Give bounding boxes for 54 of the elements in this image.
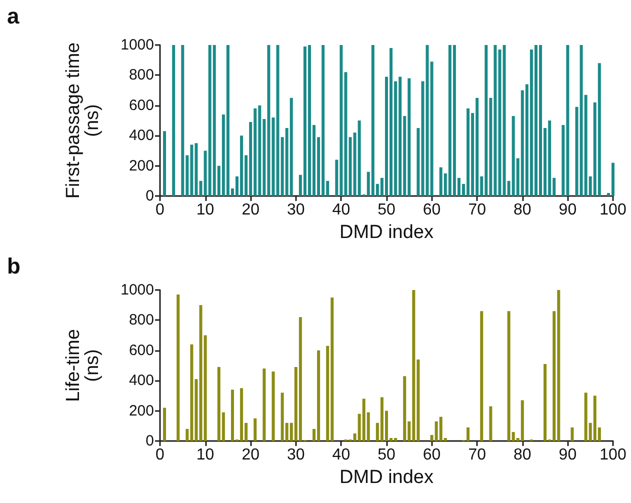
bar [290,98,293,196]
bar [598,63,601,196]
bar [520,400,524,441]
y-tick-label: 1000 [120,282,154,298]
x-tick-label: 50 [378,202,396,218]
x-axis-title: DMD index [340,466,434,488]
bar [262,368,266,441]
x-tick-label: 10 [196,446,214,464]
y-tick-label: 600 [128,342,154,359]
x-tick-label: 70 [468,446,486,464]
x-axis-title: DMD index [340,222,434,243]
x-tick-label: 90 [558,446,577,464]
bar [172,45,176,196]
y-axis-title: First-passage time (ns) [63,42,103,199]
x-tick-label: 40 [332,446,350,464]
bar [489,406,492,441]
x-tick-label: 70 [468,202,486,218]
y-tick-label: 0 [146,188,154,204]
x-tick-label: 80 [514,446,532,464]
bar [163,131,166,196]
x-tick-label: 100 [600,202,626,218]
y-tick-label: 400 [128,127,154,144]
bar [176,294,180,441]
y-tick-label: 400 [128,372,154,390]
x-tick-label: 30 [287,202,305,218]
y-tick-label: 200 [128,157,154,174]
x-tick-label: 20 [242,446,260,464]
x-tick-label: 40 [332,202,350,218]
x-tick-label: 10 [196,202,214,218]
bar [403,376,406,441]
chart-title: a [7,4,20,28]
y-tick-label: 600 [128,96,154,114]
bar [544,364,547,441]
y-tick-label: 200 [128,402,154,420]
x-tick-label: 100 [600,446,626,464]
bar [272,372,275,441]
y-tick-label: 800 [128,66,154,84]
y-tick-label: 0 [146,432,154,450]
bar [254,418,257,441]
bar [181,45,184,196]
bar [163,408,166,441]
chart-title: b [7,254,20,278]
x-tick-label: 80 [514,202,532,218]
x-tick-label: 30 [287,446,305,464]
x-tick-label: 60 [422,446,441,464]
x-tick-label: 60 [422,202,441,218]
x-tick-label: 90 [558,202,577,218]
x-tick-label: 20 [242,202,260,218]
bar [570,427,574,441]
bar [480,311,484,441]
x-tick-label: 50 [378,446,396,464]
y-tick-label: 800 [128,312,154,329]
y-axis-title: Life-time (ns) [63,329,103,402]
y-tick-label: 1000 [120,36,154,54]
